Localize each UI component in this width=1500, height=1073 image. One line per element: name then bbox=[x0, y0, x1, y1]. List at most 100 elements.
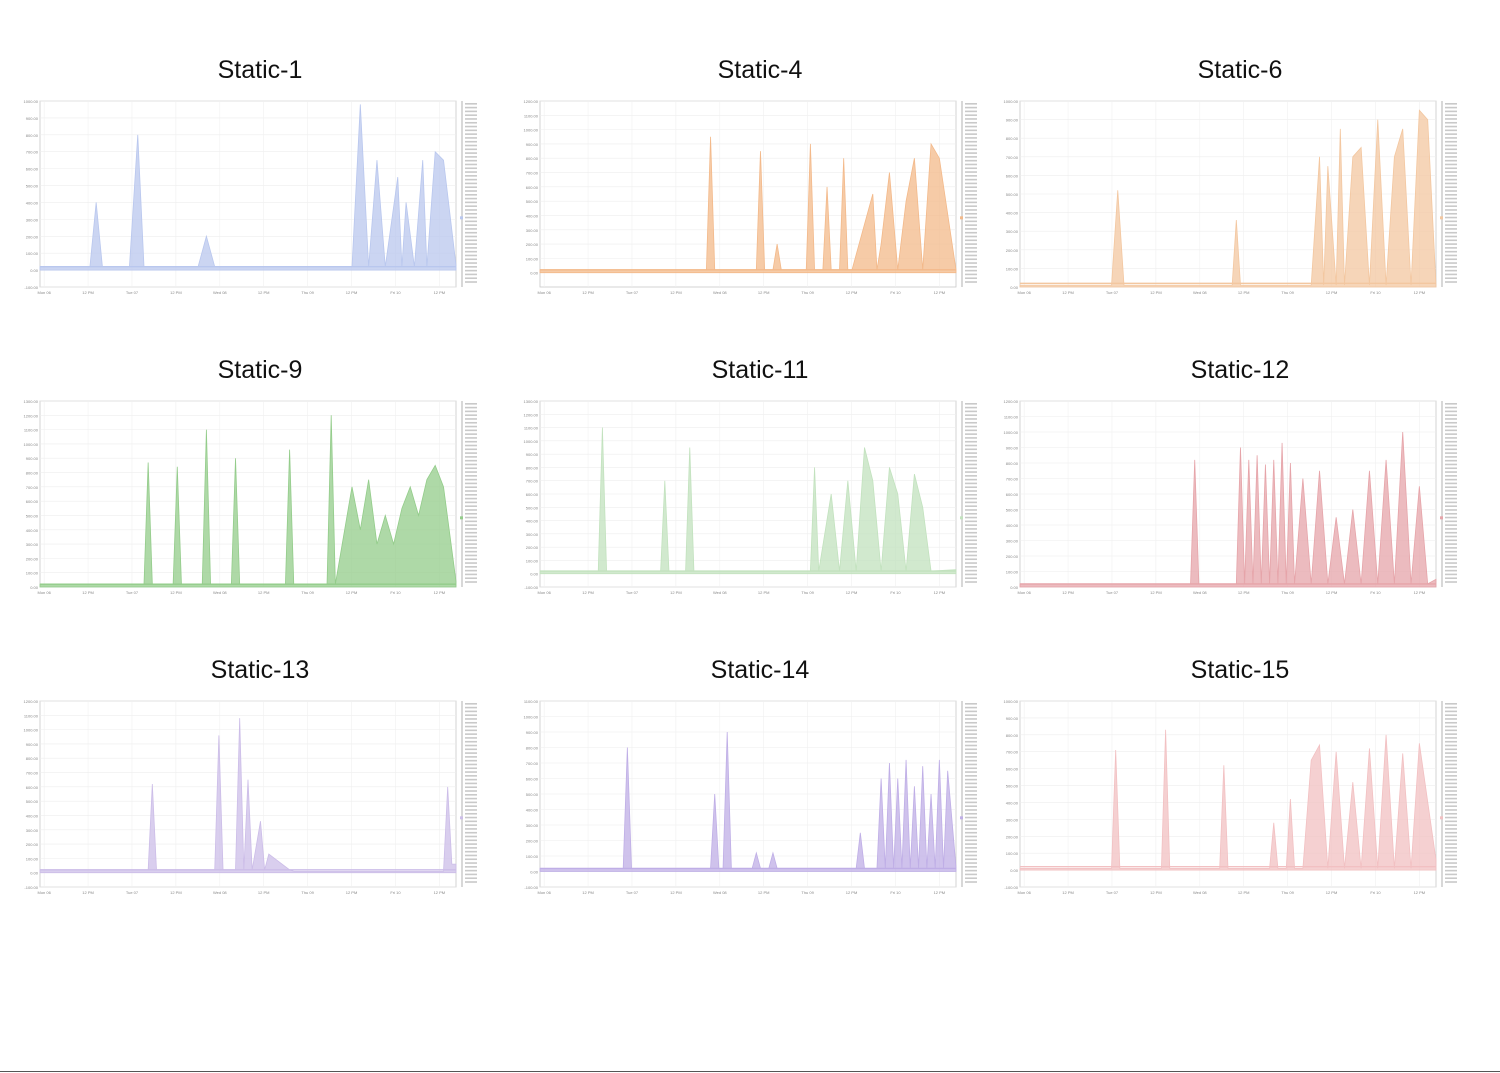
legend-entry bbox=[1445, 269, 1457, 272]
legend-entry bbox=[465, 186, 477, 189]
legend-entry bbox=[465, 467, 477, 470]
legend-entry bbox=[1445, 440, 1457, 443]
x-tick-label: 12 PM bbox=[670, 290, 682, 295]
legend-entry bbox=[965, 756, 977, 758]
legend-entry bbox=[465, 850, 477, 853]
legend-entry bbox=[965, 277, 977, 280]
y-tick-label: 300.00 bbox=[526, 228, 539, 233]
legend-entry bbox=[1445, 281, 1457, 283]
legend-entry bbox=[465, 562, 477, 564]
y-tick-label: 700.00 bbox=[526, 479, 539, 484]
legend-entry bbox=[1445, 110, 1457, 113]
x-tick-label: 12 PM bbox=[1326, 890, 1338, 895]
x-tick-label: Thu 09 bbox=[301, 890, 314, 895]
legend-entry bbox=[1445, 197, 1457, 200]
series-area bbox=[39, 718, 457, 874]
legend-entry bbox=[965, 254, 977, 257]
legend-entry bbox=[1445, 467, 1457, 470]
legend-entry bbox=[965, 843, 977, 845]
legend-entry bbox=[465, 403, 477, 405]
x-tick-label: Fri 10 bbox=[390, 590, 401, 595]
chart-svg: -100.00 0.00 100.00 200.00 300.00 400.00 500.0… bbox=[1004, 699, 1457, 895]
legend-entry bbox=[965, 869, 977, 872]
y-tick-label: 200.00 bbox=[26, 556, 39, 561]
legend-entry bbox=[965, 194, 977, 196]
legend-scrollbar bbox=[961, 701, 963, 887]
legend-scrollbar bbox=[1441, 401, 1443, 587]
legend-entry bbox=[465, 824, 477, 826]
legend-entry bbox=[965, 421, 977, 424]
legend-entry bbox=[1445, 881, 1457, 883]
x-tick-label: Mon 06 bbox=[37, 890, 51, 895]
legend-entry bbox=[1445, 729, 1457, 732]
y-tick-label: 400.00 bbox=[526, 213, 539, 218]
legend-entry bbox=[1445, 250, 1457, 253]
legend-scrollbar bbox=[1441, 101, 1443, 287]
x-tick-label: 12 PM bbox=[934, 590, 946, 595]
legend-marker bbox=[960, 516, 963, 520]
legend-entry bbox=[465, 858, 477, 861]
legend-entry bbox=[1445, 235, 1457, 238]
legend-entry bbox=[965, 459, 977, 462]
legend-entry bbox=[465, 710, 477, 713]
legend-entry bbox=[1445, 471, 1457, 473]
legend-marker bbox=[460, 816, 463, 820]
legend-entry bbox=[965, 456, 977, 458]
legend-entry bbox=[465, 475, 477, 477]
legend-entry bbox=[1445, 418, 1457, 420]
chart-title: Static-14 bbox=[710, 656, 810, 684]
x-tick-label: Mon 06 bbox=[37, 290, 51, 295]
legend-marker bbox=[1440, 816, 1443, 820]
y-tick-label: 1000.00 bbox=[524, 128, 539, 133]
legend-entry bbox=[465, 205, 477, 207]
legend-entry bbox=[965, 710, 977, 713]
legend-entry bbox=[1445, 831, 1457, 834]
x-tick-label: 12 PM bbox=[1062, 890, 1074, 895]
y-tick-label: 200.00 bbox=[26, 842, 39, 847]
y-tick-label: 800.00 bbox=[26, 756, 39, 761]
legend-entry bbox=[465, 767, 477, 770]
legend-entry bbox=[1445, 740, 1457, 743]
legend-entry bbox=[1445, 756, 1457, 758]
legend-entry bbox=[965, 778, 977, 781]
y-tick-label: 0.00 bbox=[1010, 585, 1019, 590]
y-tick-label: 500.00 bbox=[526, 505, 539, 510]
legend-entry bbox=[1445, 562, 1457, 564]
legend-entry bbox=[1445, 759, 1457, 762]
x-tick-label: 12 PM bbox=[170, 590, 182, 595]
legend-entry bbox=[965, 790, 977, 792]
legend-entry bbox=[965, 547, 977, 549]
legend-entry bbox=[1445, 744, 1457, 747]
legend-entry bbox=[965, 133, 977, 135]
legend-entry bbox=[465, 258, 477, 261]
chart-title: Static-6 bbox=[1197, 56, 1283, 84]
y-tick-label: 900.00 bbox=[1006, 446, 1019, 451]
legend-entry bbox=[1445, 121, 1457, 124]
legend-entry bbox=[1445, 877, 1457, 880]
chart-svg: 0.00 100.00 200.00 300.00 400.00 500.00 600.00… bbox=[24, 399, 477, 595]
legend-entry bbox=[1445, 501, 1457, 504]
y-tick-label: 900.00 bbox=[1006, 118, 1019, 123]
legend-entry bbox=[465, 756, 477, 758]
legend-entry bbox=[965, 862, 977, 864]
chart-panel: Static-1 -100.00 0.00 100.00 200.00 300.00 400… bbox=[20, 55, 500, 305]
series-area bbox=[1019, 729, 1437, 871]
legend-entry bbox=[465, 144, 477, 147]
y-tick-label: 600.00 bbox=[526, 185, 539, 190]
legend-entry bbox=[1445, 737, 1457, 739]
legend-entry bbox=[965, 425, 977, 428]
legend-entry bbox=[965, 866, 977, 868]
y-tick-label: 900.00 bbox=[26, 116, 39, 121]
legend-entry bbox=[1445, 797, 1457, 800]
x-tick-label: 12 PM bbox=[1062, 290, 1074, 295]
legend-entry bbox=[1445, 520, 1457, 523]
x-tick-label: Thu 09 bbox=[301, 590, 314, 595]
legend-entry bbox=[965, 182, 977, 185]
x-tick-label: 12 PM bbox=[758, 290, 770, 295]
legend-entry bbox=[465, 410, 477, 413]
legend-entry bbox=[1445, 490, 1457, 492]
legend-entry bbox=[1445, 839, 1457, 842]
legend-entry bbox=[965, 212, 977, 215]
legend-entry bbox=[965, 266, 977, 268]
legend-entry bbox=[465, 847, 477, 849]
